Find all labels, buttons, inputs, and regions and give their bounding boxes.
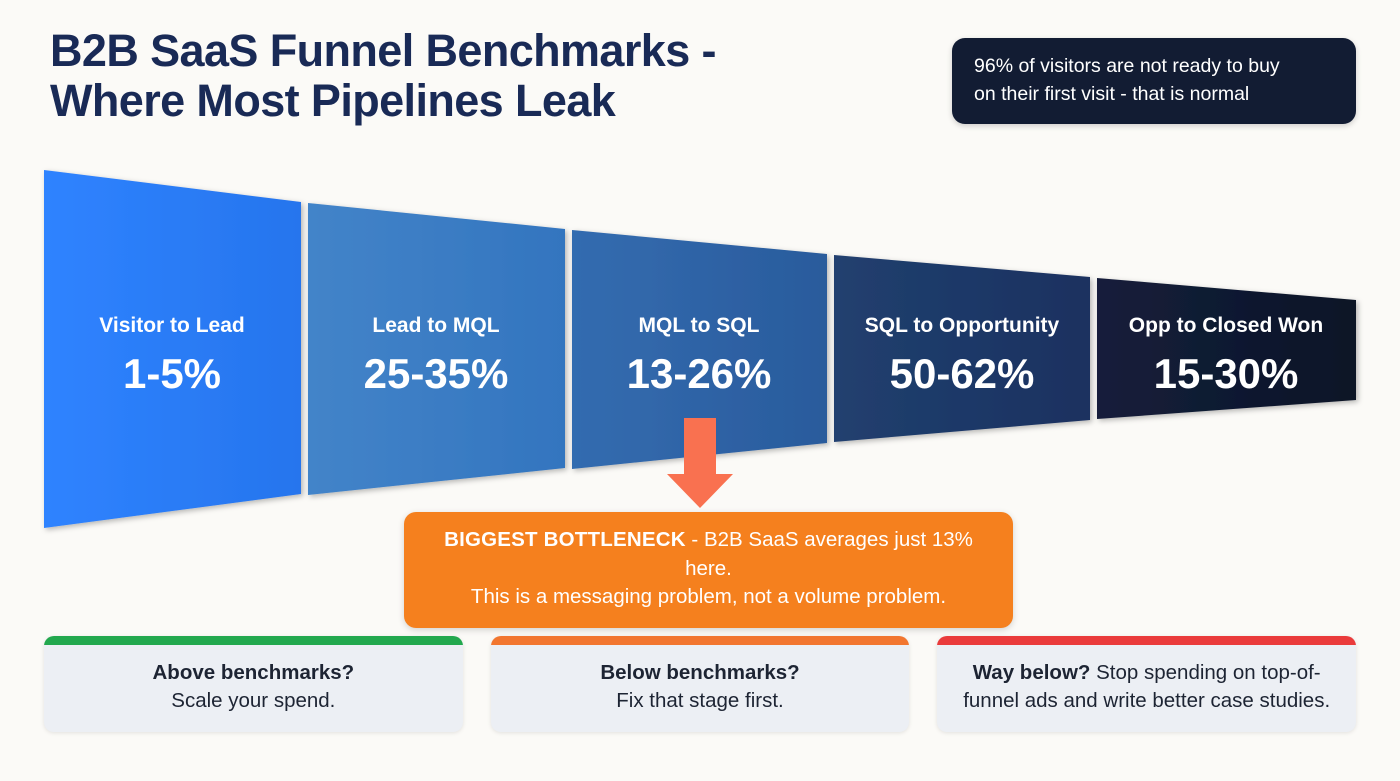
card-text-line2: Scale your spend. (171, 688, 336, 712)
funnel-segment-label: Visitor to Lead (99, 314, 244, 337)
card-body: Way below? Stop spending on top-of- funn… (937, 645, 1356, 732)
funnel-segment-label: SQL to Opportunity (865, 314, 1060, 337)
bottleneck-label: BIGGEST BOTTLENECK (444, 528, 686, 551)
funnel-segment-shape (308, 203, 565, 495)
funnel-segment-label: Opp to Closed Won (1129, 314, 1323, 337)
funnel-segment-label: MQL to SQL (639, 314, 760, 337)
funnel-segment-value: 50-62% (890, 350, 1035, 397)
funnel-segment-shape (834, 255, 1090, 442)
insight-card-above-benchmarks: Above benchmarks? Scale your spend. (44, 636, 463, 733)
card-heading: Below benchmarks? (600, 661, 800, 684)
funnel-segment-value: 1-5% (123, 350, 221, 397)
bottleneck-arrow-icon (667, 418, 733, 508)
card-text-line2: Fix that stage first. (616, 688, 784, 712)
funnel-segment-shape (572, 230, 827, 469)
card-accent-bar (937, 636, 1357, 645)
card-heading: Above benchmarks? (152, 661, 355, 684)
funnel-segment-opp-to-closed-won: Opp to Closed Won 15-30% (1097, 278, 1356, 419)
funnel-segment-value: 13-26% (627, 350, 772, 397)
funnel-segment-shape (44, 170, 301, 528)
funnel-segment-visitor-to-lead: Visitor to Lead 1-5% (44, 170, 301, 528)
funnel-segment-value: 15-30% (1154, 350, 1299, 397)
card-body: Above benchmarks? Scale your spend. (44, 645, 463, 732)
card-accent-bar (490, 636, 910, 645)
card-text: Stop spending on top-of- (1090, 661, 1321, 684)
funnel-segment-sql-to-opportunity: SQL to Opportunity 50-62% (834, 255, 1090, 442)
stat-badge: 96% of visitors are not ready to buy on … (952, 38, 1356, 125)
card-body: Below benchmarks? Fix that stage first. (491, 645, 910, 732)
card-heading: Way below? (972, 661, 1091, 684)
funnel-segment-shape (1097, 278, 1356, 419)
card-accent-bar (44, 636, 463, 645)
insight-card-below-benchmarks: Below benchmarks? Fix that stage first. (490, 636, 910, 733)
funnel-segment-lead-to-mql: Lead to MQL 25-35% (308, 203, 565, 495)
card-text-line2: funnel ads and write better case studies… (963, 688, 1331, 712)
bottleneck-callout: BIGGEST BOTTLENECK - B2B SaaS averages j… (404, 512, 1013, 629)
bottleneck-text-line2: This is a messaging problem, not a volum… (470, 585, 947, 609)
insight-cards-row: Above benchmarks? Scale your spend. Belo… (44, 636, 1357, 733)
funnel-segment-mql-to-sql: MQL to SQL 13-26% (572, 230, 827, 469)
insight-card-way-below: Way below? Stop spending on top-of- funn… (937, 636, 1357, 733)
funnel-segment-label: Lead to MQL (372, 314, 499, 337)
funnel-segment-value: 25-35% (364, 350, 509, 397)
page-title: B2B SaaS Funnel Benchmarks - Where Most … (50, 25, 717, 127)
bottleneck-text: - B2B SaaS averages just 13% here. (685, 528, 973, 580)
